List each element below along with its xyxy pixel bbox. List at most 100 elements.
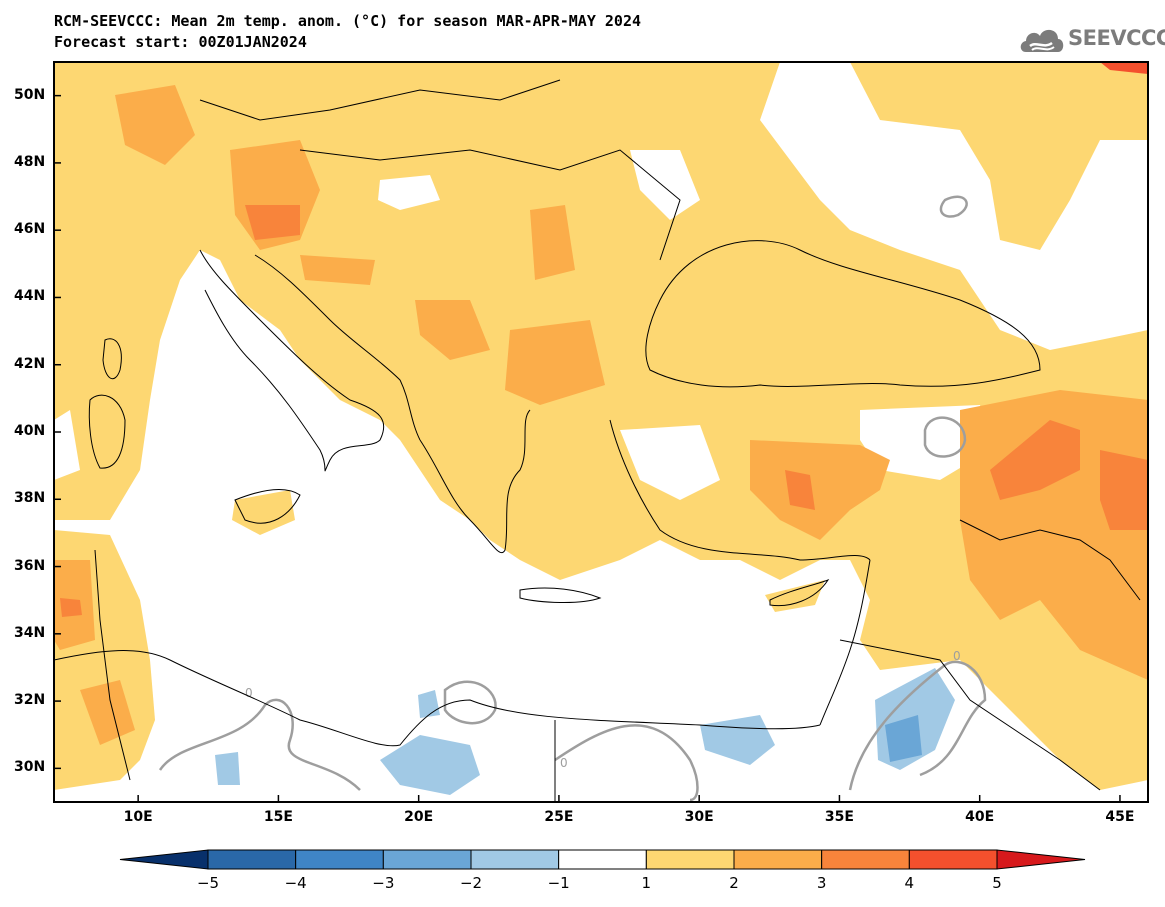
lon-label-10E: 10E xyxy=(123,809,153,825)
anomaly-2-3-libya xyxy=(80,680,135,745)
lon-label-30E: 30E xyxy=(684,809,714,825)
coastline-north-africa xyxy=(54,650,821,747)
border-east xyxy=(839,639,1101,791)
coastline-sardinia xyxy=(88,394,126,469)
anomaly-2-3-france xyxy=(115,85,195,165)
coastline-levant xyxy=(819,559,871,726)
anomaly-3-4-anatolia xyxy=(785,470,815,510)
anomaly-2-3-serbia xyxy=(415,300,490,360)
contour-label-0: 0 xyxy=(953,649,961,663)
lat-label-44N: 44N xyxy=(14,288,46,305)
anomaly-3-4-slovenia xyxy=(245,205,300,240)
coastline-crete xyxy=(519,587,602,603)
colorbar-label: −4 xyxy=(284,874,307,892)
border-iraq xyxy=(959,519,1141,601)
seevccc-logo: SEEVCCC xyxy=(1018,22,1165,56)
zero-contour-arabia xyxy=(848,660,987,791)
colorbar-bin xyxy=(207,849,297,870)
zero-contour-cyrenaica xyxy=(443,680,497,725)
coastline-cyprus xyxy=(769,578,830,607)
lat-label-30N: 30N xyxy=(14,759,46,776)
anomaly-2-3-anatolia xyxy=(750,440,890,540)
lat-label-46N: 46N xyxy=(14,221,46,238)
cool-anomaly-libya xyxy=(380,735,480,795)
cloud-logo-icon xyxy=(1020,29,1064,52)
map-title: RCM-SEEVCCC: Mean 2m temp. anom. (°C) fo… xyxy=(54,12,641,30)
colorbar-label: −3 xyxy=(372,874,395,892)
colorbar xyxy=(119,849,1086,870)
border-balkans xyxy=(299,149,681,261)
lat-label-36N: 36N xyxy=(14,557,46,574)
lat-label-40N: 40N xyxy=(14,423,46,439)
colorbar-bin xyxy=(733,849,823,870)
zero-contour-crimea xyxy=(939,195,968,218)
cool-anomaly-egypt xyxy=(700,715,775,765)
colorbar-extend-low xyxy=(119,849,209,870)
colorbar-label: 4 xyxy=(904,874,915,892)
lat-label-38N: 38N xyxy=(14,490,46,507)
colorbar-label: 5 xyxy=(992,874,1002,892)
cool-anomaly-jordan xyxy=(885,715,922,762)
neutral-sardinia xyxy=(54,410,80,480)
lat-label-48N: 48N xyxy=(14,153,46,170)
colorbar-bin xyxy=(908,849,998,870)
neutral-hungary xyxy=(378,175,440,210)
anomaly-3-4-tunisia xyxy=(60,598,82,617)
zero-contour-anatolia xyxy=(923,416,967,458)
colorbar-label: −1 xyxy=(547,874,570,892)
colorbar-label: 2 xyxy=(729,874,739,892)
warm-region-sicily xyxy=(232,490,295,535)
neutral-anatolia-west xyxy=(620,425,720,500)
lat-label-34N: 34N xyxy=(14,624,46,641)
colorbar-bin xyxy=(382,849,472,870)
cool-anomaly-north-libya xyxy=(418,690,440,718)
lon-label-20E: 20E xyxy=(404,809,434,825)
colorbar-label: 3 xyxy=(816,874,827,892)
coastline-corsica xyxy=(102,338,122,380)
forecast-start: Forecast start: 00Z01JAN2024 xyxy=(54,33,307,51)
warm-region-europe xyxy=(54,62,1148,790)
anomaly-4-5-russia xyxy=(1100,62,1148,74)
contour-label-0: 0 xyxy=(245,686,253,700)
lat-label-42N: 42N xyxy=(14,355,46,372)
lon-label-40E: 40E xyxy=(965,809,995,825)
border-tunisia xyxy=(94,549,131,781)
zero-contour-egypt xyxy=(554,724,699,802)
border-central xyxy=(199,79,561,121)
coastline-adriatic xyxy=(254,254,421,441)
logo-text: SEEVCCC xyxy=(1068,26,1165,50)
coastline-italy xyxy=(199,249,385,472)
coastline-black-sea xyxy=(645,240,1041,388)
colorbar-label: −2 xyxy=(459,874,483,892)
lat-label-50N: 50N xyxy=(14,86,46,103)
coastline-greece xyxy=(419,409,531,553)
colorbar-bin xyxy=(645,849,735,870)
colorbar-bin xyxy=(470,849,560,870)
neutral-italy xyxy=(265,360,305,420)
colorbar-label: 1 xyxy=(641,874,652,892)
neutral-moldova xyxy=(630,150,700,220)
anomaly-2-3-balkans xyxy=(505,320,605,405)
lon-label-25E: 25E xyxy=(544,809,574,825)
coastline-sicily xyxy=(234,489,301,524)
colorbar-bin xyxy=(295,849,384,870)
neutral-ukraine xyxy=(760,62,1148,350)
lon-label-15E: 15E xyxy=(263,809,293,825)
lat-label-32N: 32N xyxy=(14,692,46,709)
anomaly-3-4-iran xyxy=(1100,450,1148,530)
anomaly-field: 0 0 0 xyxy=(54,62,1148,802)
anomaly-2-3-croatia xyxy=(300,255,375,285)
colorbar-label: −5 xyxy=(196,874,220,892)
axis-ticks xyxy=(54,94,1121,802)
warm-region-cyprus xyxy=(765,580,825,612)
colorbar-bin xyxy=(558,849,647,870)
coastline-anatolia xyxy=(609,419,871,561)
lon-label-35E: 35E xyxy=(824,809,854,825)
colorbar-extend-high xyxy=(996,849,1086,870)
cool-anomaly-tripoli xyxy=(215,752,240,785)
colorbar-bin xyxy=(821,849,910,870)
contour-label-0: 0 xyxy=(560,756,568,770)
anomaly-3-4-caucasus xyxy=(990,420,1080,500)
anomaly-2-3-romania xyxy=(530,205,575,280)
